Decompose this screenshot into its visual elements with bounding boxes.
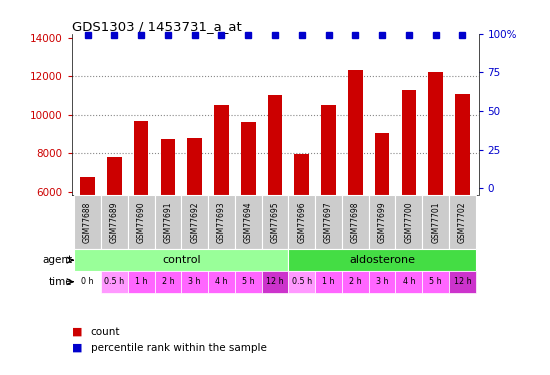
- Text: GSM77692: GSM77692: [190, 202, 199, 243]
- Text: ■: ■: [72, 343, 82, 353]
- Bar: [348, 70, 362, 307]
- Bar: [128, 271, 155, 292]
- Text: GSM77689: GSM77689: [110, 202, 119, 243]
- Bar: [128, 195, 155, 249]
- Text: 3 h: 3 h: [189, 277, 201, 286]
- Bar: [422, 195, 449, 249]
- Bar: [155, 195, 182, 249]
- Bar: [375, 133, 389, 307]
- Bar: [208, 271, 235, 292]
- Bar: [395, 195, 422, 249]
- Bar: [449, 271, 476, 292]
- Text: 5 h: 5 h: [430, 277, 442, 286]
- Bar: [214, 105, 229, 307]
- Bar: [74, 271, 101, 292]
- Text: ■: ■: [72, 327, 82, 337]
- Text: 1 h: 1 h: [135, 277, 147, 286]
- Text: GSM77696: GSM77696: [298, 202, 306, 243]
- Bar: [368, 195, 395, 249]
- Bar: [315, 271, 342, 292]
- Text: 4 h: 4 h: [215, 277, 228, 286]
- Text: GSM77691: GSM77691: [163, 202, 172, 243]
- Bar: [321, 105, 336, 307]
- Text: agent: agent: [42, 255, 72, 265]
- Text: 0.5 h: 0.5 h: [104, 277, 124, 286]
- Bar: [235, 195, 262, 249]
- Bar: [101, 271, 128, 292]
- Text: GSM77694: GSM77694: [244, 202, 252, 243]
- Bar: [155, 271, 182, 292]
- Bar: [182, 271, 208, 292]
- Text: control: control: [162, 255, 201, 265]
- Text: count: count: [91, 327, 120, 337]
- Text: aldosterone: aldosterone: [349, 255, 415, 265]
- Text: 2 h: 2 h: [349, 277, 362, 286]
- Bar: [74, 195, 101, 249]
- Bar: [288, 271, 315, 292]
- Text: GSM77699: GSM77699: [378, 202, 387, 243]
- Bar: [395, 271, 422, 292]
- Bar: [107, 157, 122, 307]
- Bar: [288, 195, 315, 249]
- Text: 12 h: 12 h: [454, 277, 471, 286]
- Bar: [101, 195, 128, 249]
- Text: GSM77695: GSM77695: [271, 202, 279, 243]
- Bar: [80, 177, 95, 307]
- Text: GSM77700: GSM77700: [404, 202, 414, 243]
- Bar: [182, 195, 208, 249]
- Bar: [449, 195, 476, 249]
- Bar: [288, 249, 476, 271]
- Text: percentile rank within the sample: percentile rank within the sample: [91, 343, 267, 353]
- Bar: [134, 122, 149, 307]
- Bar: [208, 195, 235, 249]
- Bar: [368, 271, 395, 292]
- Bar: [262, 195, 288, 249]
- Bar: [235, 271, 262, 292]
- Bar: [268, 95, 282, 307]
- Text: time: time: [48, 277, 72, 287]
- Text: 4 h: 4 h: [403, 277, 415, 286]
- Bar: [342, 195, 369, 249]
- Text: GSM77702: GSM77702: [458, 202, 467, 243]
- Text: 1 h: 1 h: [322, 277, 335, 286]
- Text: GSM77698: GSM77698: [351, 202, 360, 243]
- Bar: [188, 138, 202, 307]
- Bar: [455, 94, 470, 307]
- Bar: [428, 72, 443, 307]
- Text: 12 h: 12 h: [266, 277, 284, 286]
- Text: GSM77690: GSM77690: [136, 202, 146, 243]
- Bar: [402, 90, 416, 307]
- Bar: [294, 154, 309, 307]
- Text: 2 h: 2 h: [162, 277, 174, 286]
- Text: GSM77693: GSM77693: [217, 202, 226, 243]
- Bar: [262, 271, 288, 292]
- Bar: [161, 139, 175, 307]
- Text: GSM77701: GSM77701: [431, 202, 440, 243]
- Bar: [241, 122, 256, 307]
- Bar: [74, 249, 288, 271]
- Text: 3 h: 3 h: [376, 277, 388, 286]
- Bar: [315, 195, 342, 249]
- Text: GSM77697: GSM77697: [324, 202, 333, 243]
- Text: 0.5 h: 0.5 h: [292, 277, 312, 286]
- Bar: [342, 271, 369, 292]
- Text: GSM77688: GSM77688: [83, 202, 92, 243]
- Text: 5 h: 5 h: [242, 277, 255, 286]
- Text: 0 h: 0 h: [81, 277, 94, 286]
- Text: GDS1303 / 1453731_a_at: GDS1303 / 1453731_a_at: [72, 20, 241, 33]
- Bar: [422, 271, 449, 292]
